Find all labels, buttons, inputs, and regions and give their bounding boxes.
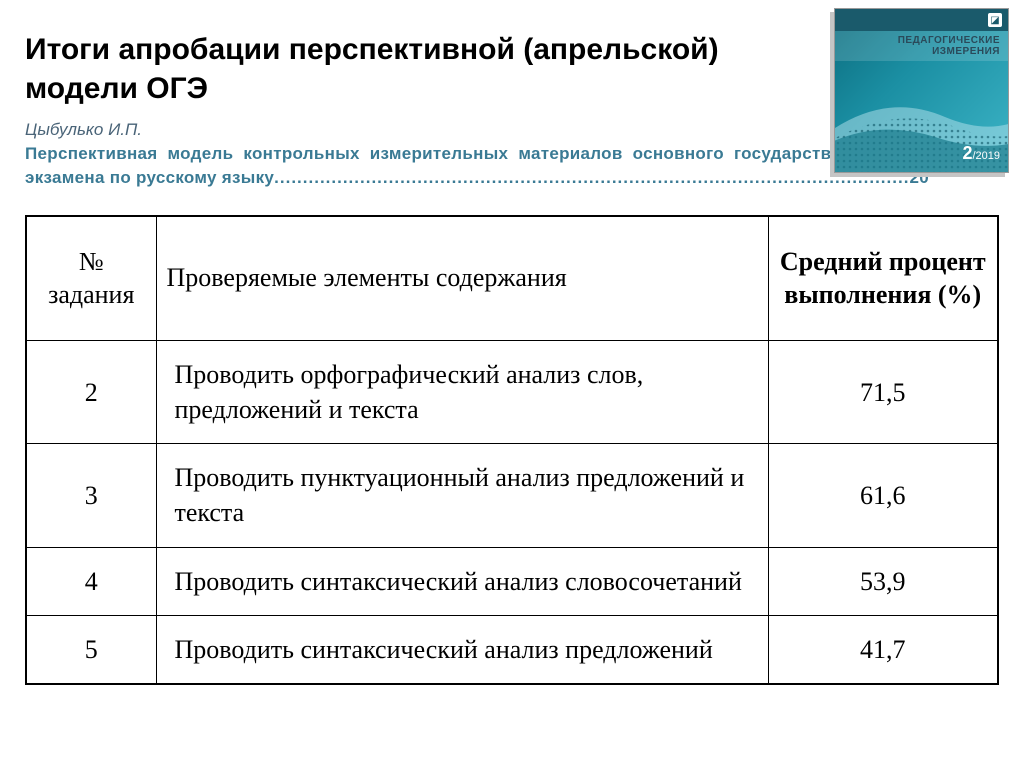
cell-percent: 53,9 (768, 547, 998, 615)
journal-title-line2: ИЗМЕРЕНИЯ (843, 46, 1000, 57)
cell-task-num: 4 (26, 547, 156, 615)
page-title: Итоги апробации перспективной (апрельско… (25, 30, 745, 108)
header-task-number: № задания (26, 216, 156, 341)
table-row: 2 Проводить орфографический анализ слов,… (26, 341, 998, 444)
journal-issue-number: 2/2019 (962, 143, 1000, 164)
table-row: 5 Проводить синтаксический анализ предло… (26, 615, 998, 684)
results-table-container: № задания Проверяемые элементы содержани… (0, 195, 1024, 685)
issue-year: /2019 (972, 150, 1000, 162)
citation-prefix: экзамена по русскому языку (25, 168, 274, 187)
cell-percent: 61,6 (768, 444, 998, 547)
journal-top-bar: ◪ (835, 9, 1008, 31)
journal-logo-icon: ◪ (988, 13, 1002, 27)
results-table: № задания Проверяемые элементы содержани… (25, 215, 999, 685)
cell-content: Проводить синтаксический анализ предложе… (156, 615, 768, 684)
cell-task-num: 3 (26, 444, 156, 547)
journal-cover: ◪ ПЕДАГОГИЧЕСКИЕ ИЗМЕРЕНИЯ 2/2019 (834, 8, 1009, 173)
header-content-elements: Проверяемые элементы содержания (156, 216, 768, 341)
table-row: 3 Проводить пунктуационный анализ предло… (26, 444, 998, 547)
cell-percent: 41,7 (768, 615, 998, 684)
cell-content: Проводить орфографический анализ слов, п… (156, 341, 768, 444)
issue-num: 2 (962, 143, 972, 163)
citation-dots: ........................................… (274, 168, 909, 187)
cell-content: Проводить пунктуационный анализ предложе… (156, 444, 768, 547)
table-row: 4 Проводить синтаксический анализ словос… (26, 547, 998, 615)
cell-content: Проводить синтаксический анализ словосоч… (156, 547, 768, 615)
header-avg-percent: Средний процент выполнения (%) (768, 216, 998, 341)
journal-title-area: ПЕДАГОГИЧЕСКИЕ ИЗМЕРЕНИЯ (835, 31, 1008, 61)
cell-task-num: 2 (26, 341, 156, 444)
table-header-row: № задания Проверяемые элементы содержани… (26, 216, 998, 341)
cell-percent: 71,5 (768, 341, 998, 444)
journal-title-line1: ПЕДАГОГИЧЕСКИЕ (843, 35, 1000, 46)
cell-task-num: 5 (26, 615, 156, 684)
header-region: Итоги апробации перспективной (апрельско… (0, 0, 1024, 118)
